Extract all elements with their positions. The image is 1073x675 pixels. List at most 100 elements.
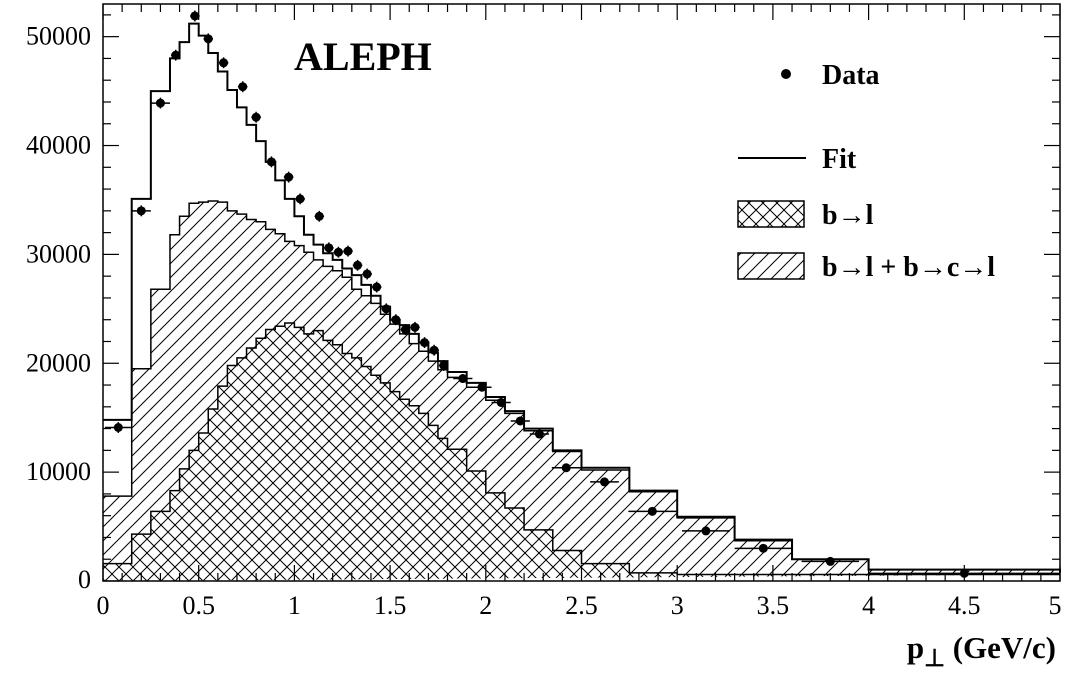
data-point [295, 193, 305, 205]
x-tick-label: 2 [479, 591, 492, 620]
data-point-marker [439, 360, 449, 370]
experiment-label: ALEPH [294, 34, 432, 79]
data-points [104, 10, 1060, 578]
data-point-marker [238, 82, 248, 92]
x-tick-label: 4 [862, 591, 875, 620]
data-point-marker [534, 429, 544, 439]
data-point-marker [496, 397, 506, 407]
data-point [590, 477, 619, 487]
data-point [203, 33, 214, 45]
data-point-marker [561, 463, 571, 473]
data-point [472, 382, 492, 392]
x-tick-label: 0 [97, 591, 110, 620]
y-tick-label: 10000 [26, 457, 91, 486]
data-point [551, 463, 581, 473]
x-axis-title-main: p [907, 630, 924, 665]
data-point-marker [113, 422, 123, 432]
data-point [801, 556, 860, 566]
data-point-marker [758, 543, 768, 553]
y-tick-label: 50000 [26, 22, 91, 51]
data-point [400, 324, 411, 335]
y-tick-label: 30000 [26, 239, 91, 268]
data-point-marker [324, 243, 334, 253]
data-point [283, 171, 294, 183]
legend-cross-hatch-swatch [737, 200, 805, 228]
axes [102, 3, 1061, 582]
data-point [371, 281, 382, 293]
x-tick-label: 2.5 [565, 591, 598, 620]
data-point-marker [515, 416, 525, 426]
data-point-marker [362, 269, 372, 279]
data-point-marker [295, 194, 305, 204]
data-point [150, 97, 170, 109]
data-point [170, 49, 181, 61]
x-tick-label: 1.5 [374, 591, 407, 620]
x-axis-title-subscript: ⊥ [924, 646, 945, 672]
data-point [391, 314, 401, 326]
legend: Data Fit b→l b→l + b→c→l [737, 60, 995, 283]
data-point [251, 111, 261, 123]
data-point-marker [599, 477, 609, 487]
data-point-marker [314, 211, 324, 221]
x-tick-label: 3.5 [757, 591, 790, 620]
fit-step-line [103, 22, 1061, 573]
data-point [438, 359, 449, 371]
data-point [333, 246, 344, 258]
data-point-marker [284, 172, 294, 182]
data-point [190, 10, 200, 22]
legend-label-data: Data [822, 60, 880, 91]
data-point [628, 506, 677, 516]
tick-labels: 0 0.5 1 1.5 2 2.5 3 3.5 4 4.5 5 0 10000 20000 30000 400… [26, 22, 1062, 620]
data-point-marker [381, 304, 391, 314]
legend-label-b-to-l: b→l [822, 200, 874, 231]
data-point [429, 344, 439, 356]
data-point [266, 156, 277, 168]
data-point-marker [429, 345, 439, 355]
x-tick-label: 1 [288, 591, 301, 620]
data-point-marker [155, 98, 165, 108]
data-point [362, 268, 372, 280]
data-point [419, 337, 430, 349]
data-point [381, 303, 392, 315]
data-point-marker [701, 526, 711, 536]
data-point [343, 245, 353, 257]
b-to-l-step-line [103, 322, 1060, 576]
data-point [410, 321, 420, 333]
legend-single-hatch-swatch [737, 252, 805, 280]
x-tick-label: 3 [671, 591, 684, 620]
data-point [453, 374, 473, 384]
data-point-marker [353, 260, 363, 270]
data-point-marker [647, 506, 657, 516]
data-point [131, 205, 151, 217]
hatched-areas [103, 201, 1060, 581]
data-point-marker [136, 206, 146, 216]
data-point-marker [171, 50, 181, 60]
data-point-marker [266, 157, 276, 167]
data-point [104, 422, 132, 433]
data-point [218, 57, 229, 69]
data-point [510, 416, 530, 426]
data-point [734, 543, 793, 553]
data-point-marker [372, 282, 382, 292]
legend-data-marker [781, 69, 791, 79]
data-point-marker [400, 325, 410, 335]
data-point [324, 242, 334, 254]
data-point [529, 429, 549, 439]
x-tick-label: 5 [1049, 591, 1062, 620]
data-point [681, 526, 730, 536]
data-point-marker [420, 338, 430, 348]
x-tick-label: 4.5 [948, 591, 981, 620]
data-point-marker [251, 112, 261, 122]
data-point-marker [190, 11, 200, 21]
data-point-marker [477, 382, 487, 392]
y-tick-label: 40000 [26, 131, 91, 160]
x-axis-title: p⊥ (GeV/c) [907, 630, 1056, 672]
data-point-marker [333, 247, 343, 257]
data-point-marker [410, 322, 420, 332]
data-point [237, 81, 248, 93]
data-point-marker [343, 246, 353, 256]
data-point-marker [391, 315, 401, 325]
step-lines [103, 22, 1061, 576]
data-point [314, 210, 325, 222]
